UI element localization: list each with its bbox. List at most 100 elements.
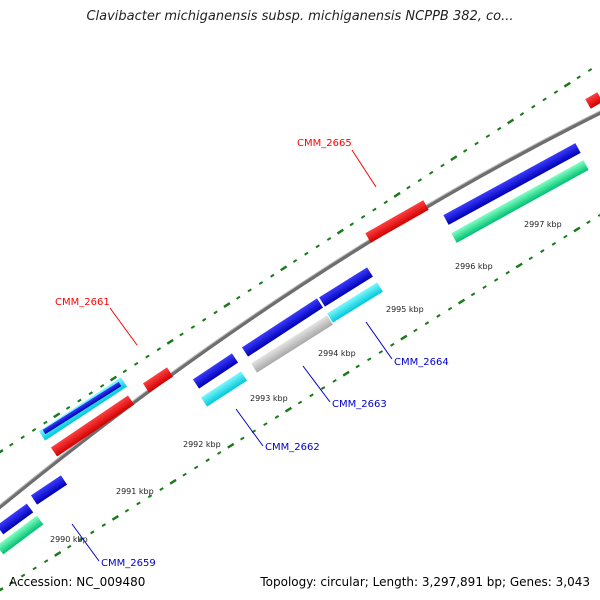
inner-tick-mark [515,262,523,269]
outer-tick-mark [372,207,377,212]
kbp-tick-labels: 2990 kbp 2991 kbp 2992 kbp 2993 kbp 2994… [50,220,562,544]
cds-reverse-2661b[interactable] [142,367,174,393]
outer-tick-mark [0,449,4,454]
outer-tick-mark [190,325,196,330]
inner-tick-mark [182,472,187,477]
outer-tick-mark [406,185,411,190]
outer-tick-mark [304,251,309,256]
inner-tick-mark [9,580,14,585]
outer-tick-mark [65,405,71,410]
inner-tick-mark [124,508,130,513]
outer-tick-mark [485,134,491,139]
inner-tick-mark [193,465,199,470]
tick-label-2992: 2992 kbp [183,440,221,449]
inner-tick-mark [482,285,487,290]
gene-label-cmm-2665[interactable]: CMM_2665 [297,138,352,149]
feature-cyan-2662[interactable] [201,371,247,407]
cds-forward-2663[interactable] [241,298,324,357]
inner-tick-mark [342,370,350,377]
tick-label-2993: 2993 kbp [250,394,288,403]
inner-tick-mark [169,478,177,485]
gene-label-cmm-2663[interactable]: CMM_2663 [332,399,387,410]
inner-tick-mark [457,298,466,305]
inner-tick-mark [413,328,418,333]
outer-tick-mark [20,435,25,440]
inner-tick-mark [586,220,591,225]
tick-label-2994: 2994 kbp [318,349,356,358]
gene-label-cmm-2664[interactable]: CMM_2664 [394,357,449,368]
inner-tick-mark [447,306,453,311]
outer-tick-mark [77,398,82,403]
outer-tick-mark [417,178,423,183]
inner-tick-mark [540,249,545,253]
inner-tick-mark [309,393,314,398]
outer-tick-mark [292,259,298,263]
tick-label-2997: 2997 kbp [524,220,562,229]
accession-text: Accession: NC_009480 [9,575,146,589]
tick-label-2996: 2996 kbp [455,262,493,271]
inner-tick-mark [90,530,95,535]
inner-tick-mark [147,494,153,499]
outer-tick-mark [450,155,458,162]
outer-tick-mark [270,273,275,278]
outer-tick-mark [542,97,547,102]
inner-tick-mark [227,442,235,449]
inner-tick-mark [20,573,26,578]
inner-tick-mark [390,342,395,347]
inner-tick-mark [43,559,49,564]
gene-label-cmm-2661[interactable]: CMM_2661 [55,297,110,308]
outer-tick-mark [576,75,581,80]
cds-forward-2662[interactable] [192,353,239,389]
cds-forward-2990[interactable] [30,475,68,505]
inner-tick-mark [111,514,120,521]
feature-grey-2663[interactable] [251,315,333,373]
outer-tick-mark [133,361,139,366]
cds-forward-2664a[interactable] [319,267,373,307]
inner-tick-mark [0,587,4,592]
gene-label-cmm-2662[interactable]: CMM_2662 [265,442,320,453]
outer-tick-mark [166,338,174,345]
outer-tick-mark [179,332,184,337]
outer-tick-mark [462,148,468,153]
outer-tick-mark [145,354,150,359]
inner-tick-mark [551,241,557,246]
outer-tick-mark [587,68,593,72]
cds-forward-2666[interactable] [443,143,581,225]
gene-label-cmm-2659[interactable]: CMM_2659 [101,558,156,569]
inner-tick-mark [505,270,510,275]
cds-reverse-2665[interactable] [365,200,429,243]
inner-tick-mark [32,566,37,571]
leader-cmm-2665 [351,149,377,188]
inner-tick-mark [217,451,222,455]
inner-tick-mark [136,501,141,506]
inner-tick-mark [563,234,568,239]
outer-tick-mark [428,170,434,175]
cds-forward-2989[interactable] [0,503,34,535]
inner-tick-mark [436,314,441,318]
feature-cyan-2664[interactable] [327,282,383,323]
genome-backbone [0,110,600,510]
outer-tick-mark [336,228,345,235]
outer-tick-mark [315,244,320,249]
cds-reverse-2668[interactable] [585,92,600,109]
feature-track [0,92,600,555]
outer-tick-mark [43,420,48,425]
inner-tick-mark [205,458,210,463]
feature-green-2990[interactable] [0,515,44,555]
outer-tick-mark [88,391,93,396]
inner-tick-mark [240,436,245,441]
inner-tick-mark [573,226,581,233]
outer-tick-mark [156,347,162,352]
genome-backbone-highlight [0,110,600,506]
feature-green-2666[interactable] [451,160,589,243]
outer-tick-mark [393,191,401,198]
cds-forward-2661[interactable] [42,381,122,435]
cds-reverse-2661[interactable] [50,395,135,457]
outer-tick-mark [531,104,536,109]
inner-tick-mark [378,350,383,354]
outer-tick-mark [474,141,479,146]
inner-tick-mark [274,415,280,419]
outer-tick-mark [109,375,118,382]
